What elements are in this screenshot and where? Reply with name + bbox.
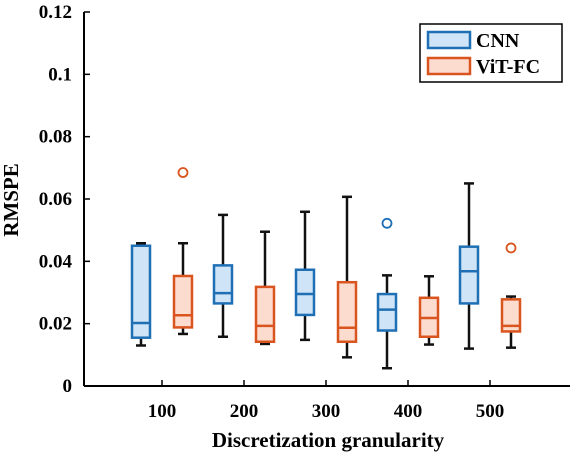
legend-label-cnn: CNN: [476, 30, 520, 52]
axes: 0 0.02 0.04 0.06 0.08 0.1 0.12 100 200 300 400 500: [39, 2, 570, 422]
box-vit-fc-200: [254, 230, 276, 346]
box-cnn-400: [376, 217, 398, 370]
box-cnn-300: [294, 210, 316, 342]
y-tick-label: 0.12: [39, 2, 72, 23]
iqr-box: [458, 245, 480, 305]
iqr-box: [294, 268, 316, 317]
iqr-box: [336, 280, 358, 343]
legend-swatch-cnn: [426, 30, 472, 50]
box-vit-fc-100: [172, 167, 194, 336]
box-vit-fc-400: [418, 275, 440, 346]
iqr-box: [376, 292, 398, 332]
x-tick-label: 500: [476, 401, 505, 422]
outlier-point: [177, 167, 189, 178]
y-tick-label: 0.04: [39, 251, 73, 272]
y-axis-title: RMSPE: [0, 163, 23, 237]
iqr-box: [254, 285, 276, 343]
y-tick-label: 0.06: [39, 189, 72, 210]
y-tick-label: 0.02: [39, 314, 72, 335]
box-cnn-500: [458, 182, 480, 350]
x-tick-label: 400: [394, 401, 423, 422]
x-tick-label: 100: [148, 401, 177, 422]
iqr-box: [130, 244, 152, 339]
iqr-box: [500, 298, 522, 333]
legend: CNN ViT-FC: [419, 23, 563, 83]
y-tick-label: 0.1: [48, 64, 72, 85]
outlier-point: [381, 217, 393, 229]
y-tick-label: 0.08: [39, 127, 72, 148]
plot-area: [130, 167, 522, 370]
box-vit-fc-300: [336, 195, 358, 359]
iqr-box: [172, 274, 194, 329]
legend-swatch-vit-fc: [426, 56, 472, 76]
iqr-box: [212, 264, 234, 305]
box-cnn-200: [212, 213, 234, 339]
x-tick-label: 300: [312, 401, 341, 422]
outlier-point: [505, 242, 517, 254]
legend-label-vit-fc: ViT-FC: [476, 56, 540, 78]
box-vit-fc-500: [500, 242, 522, 349]
box-cnn-100: [130, 242, 152, 347]
x-tick-label: 200: [230, 401, 259, 422]
y-tick-label: 0: [63, 376, 73, 397]
x-axis-title: Discretization granularity: [212, 428, 445, 452]
